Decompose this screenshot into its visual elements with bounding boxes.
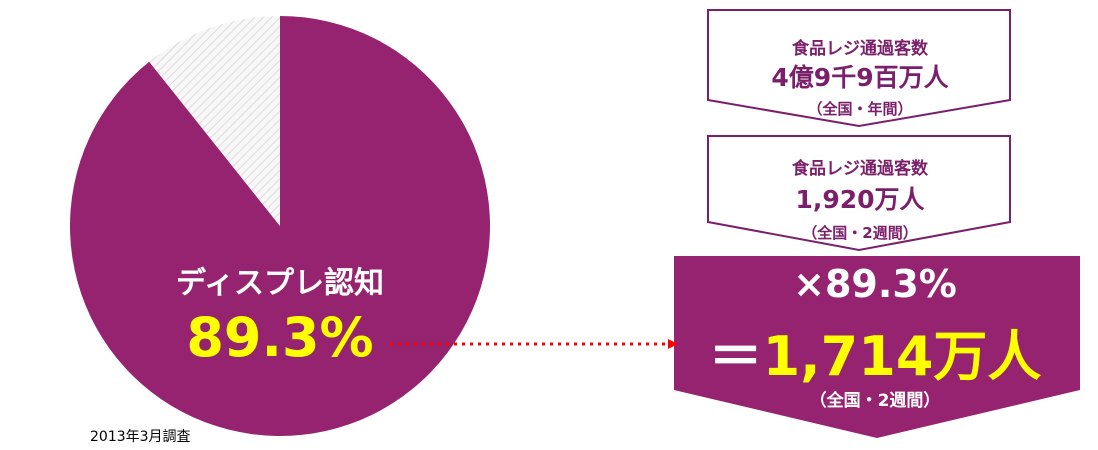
box2-value: 1,920万人 bbox=[795, 185, 925, 214]
box1-scope: （全国・年間） bbox=[807, 100, 913, 118]
box2-title: 食品レジ通過客数 bbox=[792, 159, 928, 179]
box1-title: 食品レジ通過客数 bbox=[792, 39, 928, 59]
box1-value: 4億9千9百万人 bbox=[771, 63, 949, 92]
result-value: 1,714万人 bbox=[762, 325, 1042, 388]
box2-scope: （全国・2週間） bbox=[802, 224, 918, 242]
funnel-box-2 bbox=[707, 135, 1011, 252]
pie-slice-value: 89.3% bbox=[186, 306, 374, 369]
result-multiplier: ×89.3% bbox=[793, 262, 957, 306]
result-box bbox=[674, 256, 1080, 438]
result-scope: （全国・2週間） bbox=[809, 391, 941, 411]
result-eq-sign: ＝ bbox=[708, 325, 763, 388]
pie-slice-label: ディスプレ認知 bbox=[176, 266, 384, 301]
pie-slice-other bbox=[149, 16, 280, 226]
pie-slice-aware bbox=[69, 16, 490, 436]
funnel-box-1 bbox=[707, 9, 1011, 128]
result-equation: ＝1,714万人 bbox=[680, 312, 1070, 391]
survey-note: 2013年3月調査 bbox=[90, 429, 191, 445]
pie-chart bbox=[69, 16, 490, 436]
